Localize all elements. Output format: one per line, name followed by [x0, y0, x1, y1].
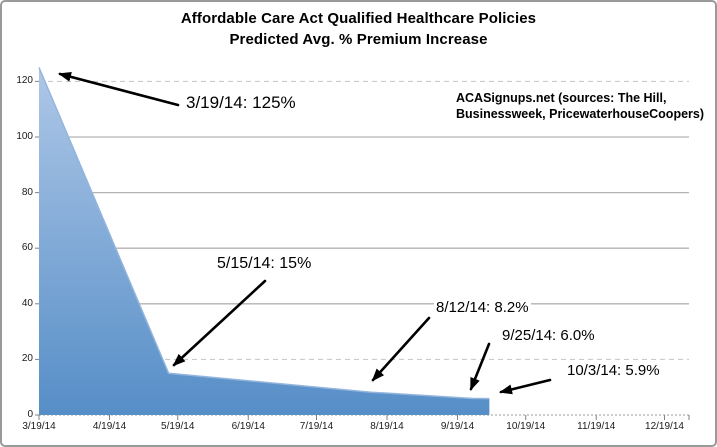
annotation-arrow-2 [371, 316, 431, 382]
x-axis-label-10-19-14: 10/19/14 [506, 421, 546, 432]
x-axis-label-5-19-14: 5/19/14 [161, 421, 195, 432]
x-axis-label-9-19-14: 9/19/14 [440, 421, 475, 432]
annotation-8-2: 8/12/14: 8.2% [434, 299, 531, 317]
x-axis-label-12-19-14: 12/19/14 [645, 421, 684, 432]
annotation-peak-125: 3/19/14: 125% [184, 93, 298, 113]
x-axis-label-4-19-14: 4/19/14 [92, 421, 127, 432]
annotation-arrow-1 [172, 279, 267, 367]
y-axis-label-80: 80 [21, 186, 33, 198]
y-axis-label-20: 20 [21, 353, 33, 365]
annotation-5-9: 10/3/14: 5.9% [565, 362, 662, 380]
y-axis-label-100: 100 [16, 131, 33, 142]
chart-title: Affordable Care Act Qualified Healthcare… [180, 10, 537, 27]
chart-subtitle: Predicted Avg. % Premium Increase [229, 31, 488, 48]
annotation-6-0: 9/25/14: 6.0% [500, 327, 597, 345]
annotation-arrow-4 [499, 378, 552, 395]
x-axis-label-3-19-14: 3/19/14 [22, 421, 56, 432]
x-axis-label-6-19-14: 6/19/14 [231, 421, 265, 432]
y-axis-label-0: 0 [27, 409, 33, 420]
source-credit-line2: Businessweek, PricewaterhouseCoopers) [456, 107, 705, 121]
y-axis-label-40: 40 [21, 297, 33, 309]
annotation-arrow-0 [58, 71, 180, 107]
y-axis-label-120: 120 [16, 75, 33, 87]
source-credit: ACASignups.net (sources: The Hill, Busin… [454, 89, 707, 123]
x-axis-label-8-19-14: 8/19/14 [370, 421, 404, 432]
y-axis-label-60: 60 [21, 242, 33, 254]
area-top-edge [38, 67, 490, 400]
annotation-arrow-3 [469, 342, 491, 391]
x-axis-label-11-19-14: 11/19/14 [577, 421, 616, 432]
annotation-15: 5/15/14: 15% [215, 255, 314, 273]
source-credit-line1: ACASignups.net (sources: The Hill, [456, 91, 667, 105]
x-axis-label-7-19-14: 7/19/14 [299, 421, 334, 432]
premium-area-series [39, 67, 490, 415]
